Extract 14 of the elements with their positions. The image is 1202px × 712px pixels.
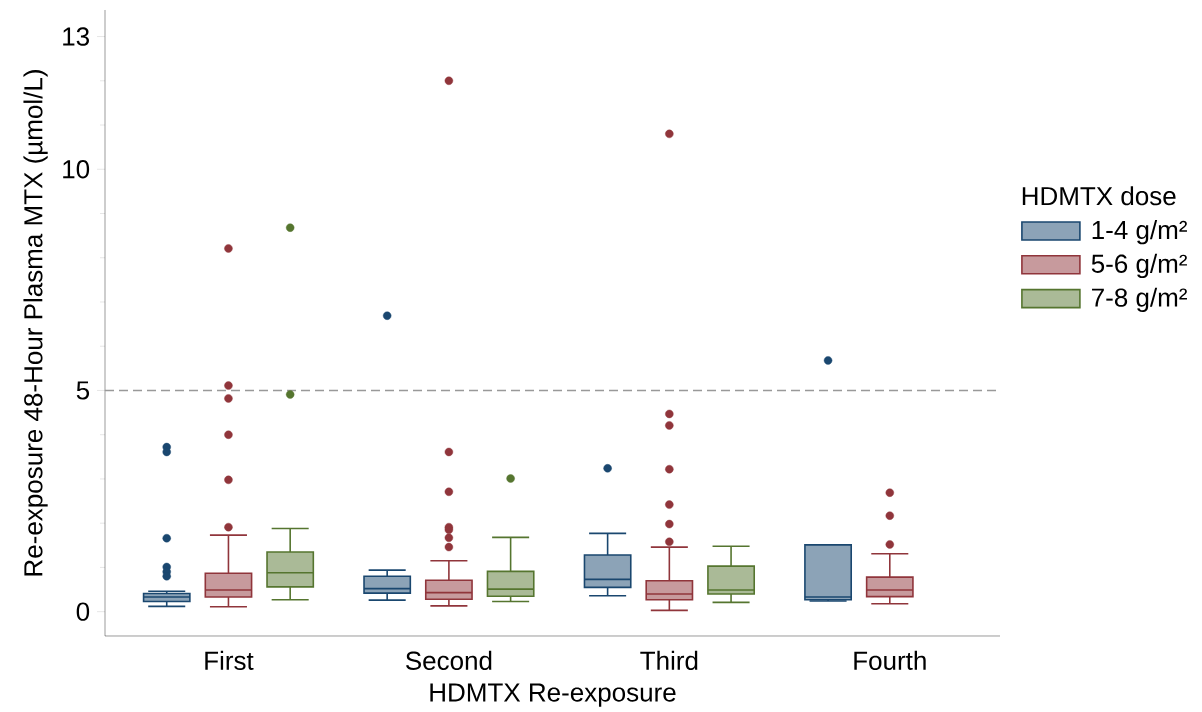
legend-label: 7-8 g/m² (1092, 287, 1187, 312)
legend-title: HDMTX dose (1022, 186, 1176, 206)
y-tick-label: 0 (76, 602, 90, 621)
y-tick-label: 5 (76, 381, 90, 400)
x-tick-label: Third (640, 650, 698, 670)
y-tick-label: 13 (63, 27, 89, 46)
legend-label: 1-4 g/m² (1092, 220, 1187, 245)
y-axis-title: Re-exposure 48-Hour Plasma MTX (µmol/L) (23, 70, 48, 576)
x-tick-label: Fourth (854, 650, 926, 670)
x-tick-label: First (205, 650, 254, 670)
x-tick-label: Second (405, 650, 492, 670)
y-tick-label: 10 (63, 160, 90, 179)
x-axis-title: HDMTX Re-exposure (430, 683, 676, 707)
legend-label: 5-6 g/m² (1091, 253, 1187, 279)
